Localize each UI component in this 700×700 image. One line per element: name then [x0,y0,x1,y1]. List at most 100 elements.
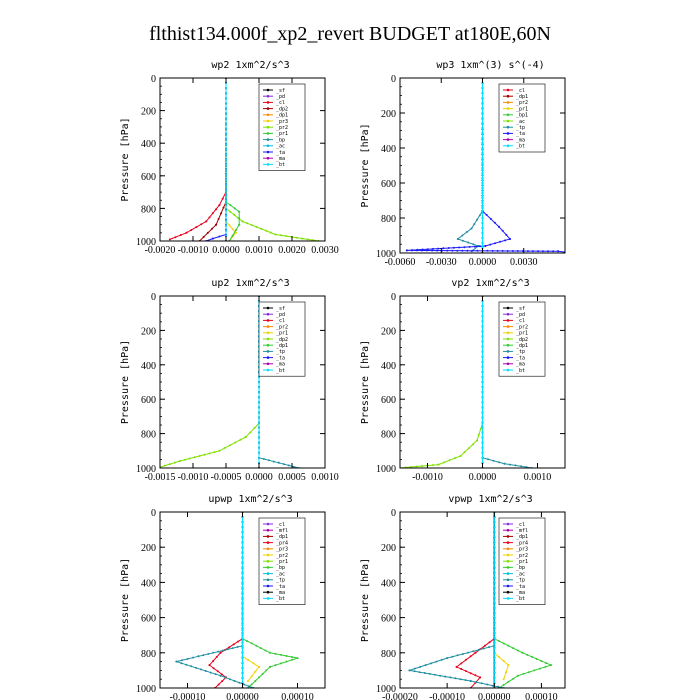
data-point [208,216,211,219]
legend-label: _dp1 [276,343,288,349]
data-point [292,465,295,468]
y-tick-label: 1000 [376,249,396,260]
data-point [437,247,440,250]
figure-title: flthist134.000f_xp2_revert BUDGET at180E… [149,23,551,45]
data-point [545,662,548,665]
data-point [241,666,244,669]
data-point [498,640,500,643]
data-point [225,224,227,227]
data-point [287,464,290,467]
y-tick-label: 1000 [376,464,396,475]
legend-marker [506,125,510,129]
data-point [222,206,225,209]
chart-panel: wp2 1xm^2/s^3 Pressure [hPa] 0 200 400 600 800… [120,60,339,256]
data-point [481,162,484,164]
data-point [228,646,231,649]
data-point [432,247,434,250]
data-point [225,133,227,135]
data-point [423,672,426,674]
data-point [509,238,511,240]
data-point [225,204,227,207]
data-point [258,676,260,679]
legend-label: _pr3 [516,547,528,553]
legend-label: _bt [516,144,525,150]
data-point [405,249,408,252]
data-point [481,242,484,244]
data-point [491,249,494,252]
data-point [481,345,484,348]
legend-label: _pr4 [516,540,528,546]
data-point [234,229,237,232]
data-point [247,680,249,682]
y-axis-label: Pressure [hPa] [120,558,131,642]
legend-marker [266,144,270,148]
data-point [296,657,299,660]
data-point [258,386,260,389]
data-point [463,451,466,454]
legend-marker [266,325,270,328]
data-point [516,674,519,677]
data-point [466,249,469,252]
data-point [234,231,237,234]
data-point [482,647,485,650]
data-point [179,234,182,236]
legend-marker [266,350,270,353]
data-point [502,660,505,662]
data-point [476,439,478,442]
data-point [175,660,178,663]
data-point [225,168,227,171]
y-tick-label: 200 [381,326,396,337]
data-point [470,227,473,230]
series-line-tp [409,512,504,688]
legend-label: _pr1 [276,131,288,137]
data-point [228,678,231,681]
data-point [241,581,244,584]
data-point [481,142,484,144]
data-point [493,566,496,569]
panel-title: vp2 1xm^2/s^3 [451,278,529,289]
data-point [225,127,227,130]
data-point [504,239,507,242]
data-point [465,670,467,673]
data-point [225,122,227,125]
x-tick-label: 0.0010 [524,472,552,483]
data-point [493,221,496,224]
data-point [454,457,456,460]
data-point [449,676,452,679]
data-point [549,664,552,667]
data-point [241,641,244,644]
legend-marker [266,584,270,588]
chart-panel: vpwp 1xm^2/s^3 Pressure [hPa] 0 200 400 600 80… [360,494,566,700]
y-axis-label: Pressure [hPa] [360,558,371,642]
data-point [225,148,227,151]
y-tick-label: 400 [141,361,156,372]
x-tick-label: -0.0030 [426,257,457,268]
legend-label: _ta [276,150,285,156]
data-point [421,249,423,252]
legend-label: _ma [516,137,525,143]
series-line-pr3 [225,78,237,241]
data-point [225,163,227,166]
data-point [291,658,293,661]
data-point [212,667,215,670]
y-axis-label: Pressure [hPa] [360,340,371,424]
data-point [193,456,196,459]
y-tick-label: 400 [381,361,396,372]
data-point [481,381,484,383]
legend-label: _bt [516,368,525,374]
data-point [241,601,244,604]
x-tick-label: 0.0000 [469,472,497,483]
data-point [512,647,515,650]
data-point [505,233,508,236]
data-point [520,465,522,468]
data-point [233,207,236,210]
y-tick-label: 600 [141,395,156,406]
data-point [481,187,484,189]
data-point [282,463,285,466]
data-point [481,237,484,239]
data-point [231,647,234,650]
x-tick-label: -0.0010 [178,472,209,483]
x-tick-label: -0.00010 [429,692,465,700]
x-tick-label: 0.00000 [478,692,511,700]
